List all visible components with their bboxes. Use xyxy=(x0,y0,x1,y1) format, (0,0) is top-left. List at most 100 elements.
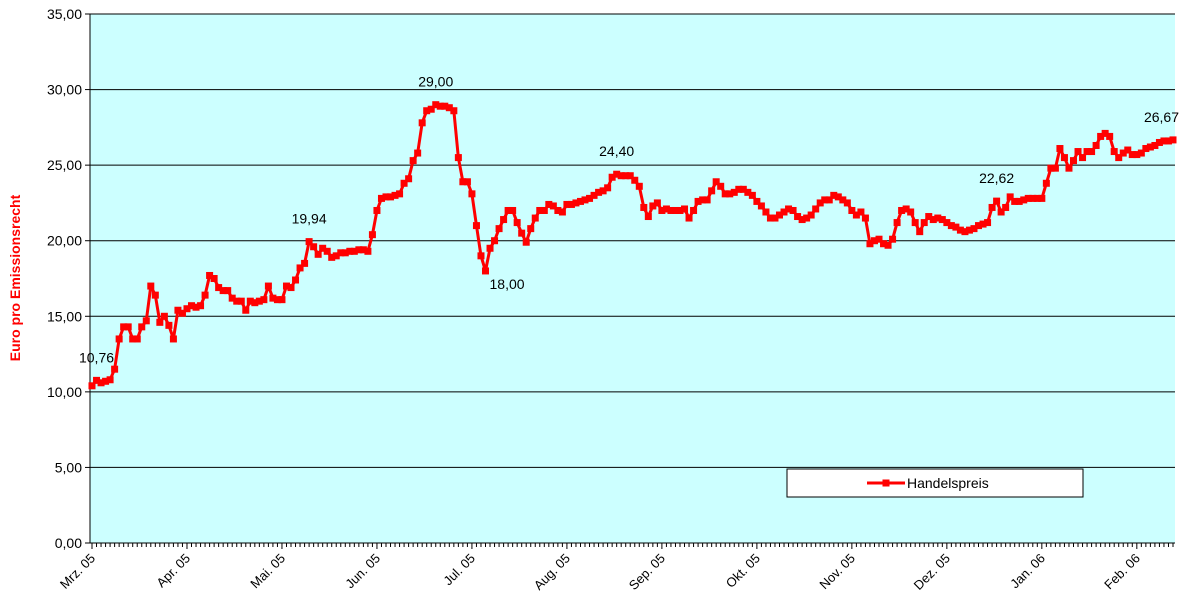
series-marker xyxy=(658,206,666,214)
series-marker xyxy=(816,199,824,207)
series-marker xyxy=(1074,148,1082,156)
series-marker xyxy=(93,376,101,384)
series-marker xyxy=(201,291,209,299)
series-marker xyxy=(97,379,105,387)
series-marker xyxy=(825,196,833,204)
series-marker xyxy=(916,228,924,236)
series-marker xyxy=(88,382,96,390)
series-marker xyxy=(803,214,811,222)
series-marker xyxy=(1065,164,1073,172)
series-marker xyxy=(843,199,851,207)
series-marker xyxy=(920,219,928,227)
series-marker xyxy=(106,376,114,384)
series-marker xyxy=(368,231,376,239)
series-marker xyxy=(617,172,625,180)
series-marker xyxy=(735,185,743,193)
series-marker xyxy=(997,208,1005,216)
series-marker xyxy=(812,205,820,213)
y-axis-label: Euro pro Emissionsrecht xyxy=(7,194,23,361)
series-marker xyxy=(1142,145,1150,153)
series-marker xyxy=(169,335,177,343)
data-label: 18,00 xyxy=(490,276,525,292)
series-marker xyxy=(834,193,842,201)
series-marker xyxy=(880,240,888,248)
series-marker xyxy=(848,206,856,214)
series-marker xyxy=(233,297,241,305)
series-marker xyxy=(649,202,657,210)
series-marker xyxy=(893,219,901,227)
data-label: 24,40 xyxy=(599,143,634,159)
series-marker xyxy=(590,191,598,199)
series-marker xyxy=(730,188,738,196)
series-marker xyxy=(237,297,245,305)
series-marker xyxy=(310,243,318,251)
plot-area xyxy=(90,14,1175,543)
x-tick-label: Nov. 05 xyxy=(816,551,858,593)
series-marker xyxy=(1164,137,1172,145)
series-marker xyxy=(988,203,996,211)
series-marker xyxy=(626,172,634,180)
series-marker xyxy=(1151,141,1159,149)
series-marker xyxy=(328,253,336,261)
series-marker xyxy=(138,323,146,331)
series-marker xyxy=(228,294,236,302)
series-marker xyxy=(160,312,168,320)
series-marker xyxy=(979,220,987,228)
x-tick-label: Apr. 05 xyxy=(153,551,193,591)
series-marker xyxy=(319,244,327,252)
data-label: 26,67 xyxy=(1144,109,1179,125)
series-marker xyxy=(115,335,123,343)
series-marker xyxy=(400,179,408,187)
legend-box xyxy=(786,468,1084,498)
series-marker xyxy=(282,282,290,290)
series-marker xyxy=(1160,137,1168,145)
series-marker xyxy=(432,101,440,109)
series-marker xyxy=(1056,145,1064,153)
series-marker xyxy=(1155,138,1163,146)
series-marker xyxy=(346,247,354,255)
series-marker xyxy=(653,199,661,207)
series-marker xyxy=(1051,164,1059,172)
series-marker xyxy=(305,238,313,246)
y-tick-label: 35,00 xyxy=(47,6,82,22)
series-marker xyxy=(178,309,186,317)
series-marker xyxy=(373,206,381,214)
series-marker xyxy=(188,302,196,310)
y-tick-label: 15,00 xyxy=(47,308,82,324)
series-marker xyxy=(789,206,797,214)
series-marker xyxy=(156,318,164,326)
series-marker xyxy=(852,211,860,219)
series-marker xyxy=(870,237,878,245)
series-marker xyxy=(495,225,503,233)
series-marker xyxy=(563,200,571,208)
data-label: 22,62 xyxy=(979,170,1014,186)
series-marker xyxy=(1079,154,1087,162)
series-marker xyxy=(622,172,630,180)
legend-label: Handelspreis xyxy=(907,475,989,491)
series-marker xyxy=(785,205,793,213)
series-marker xyxy=(975,222,983,230)
series-marker xyxy=(1033,194,1041,202)
series-marker xyxy=(242,306,250,314)
series-marker xyxy=(1015,197,1023,205)
series-marker xyxy=(1083,148,1091,156)
series-marker xyxy=(676,206,684,214)
series-marker xyxy=(364,247,372,255)
series-marker xyxy=(938,216,946,224)
series-marker xyxy=(151,291,159,299)
series-marker xyxy=(1119,149,1127,157)
series-marker xyxy=(454,154,462,162)
series-marker xyxy=(1002,203,1010,211)
series-marker xyxy=(531,214,539,222)
series-marker xyxy=(296,264,304,272)
series-marker xyxy=(866,240,874,248)
series-marker xyxy=(350,247,358,255)
legend-marker xyxy=(882,479,890,487)
series-marker xyxy=(766,214,774,222)
series-marker xyxy=(662,205,670,213)
series-marker xyxy=(540,206,548,214)
series-marker xyxy=(681,205,689,213)
series-marker xyxy=(323,247,331,255)
series-marker xyxy=(595,188,603,196)
series-marker xyxy=(527,225,535,233)
